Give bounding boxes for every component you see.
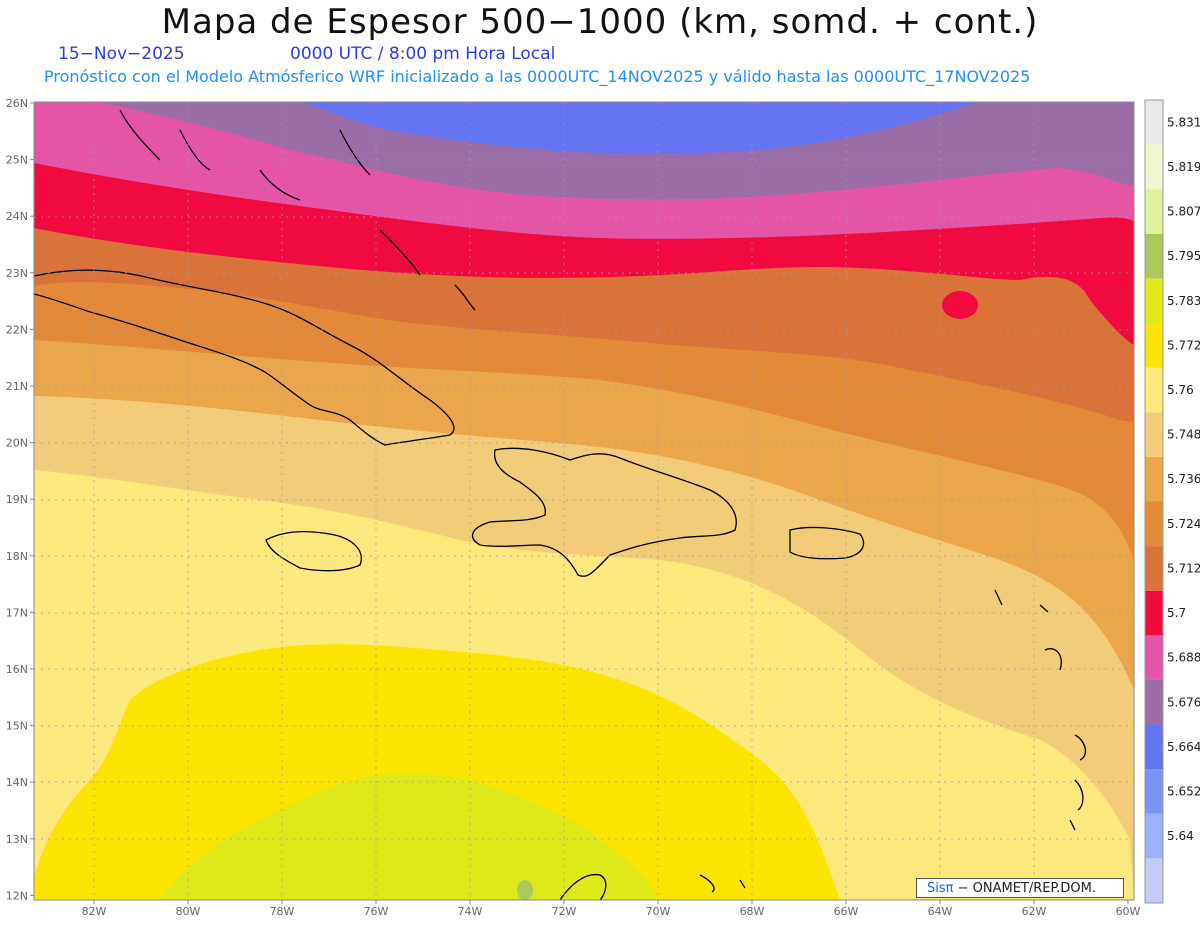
map-title: Mapa de Espesor 500−1000 (km, somd. + co… [161, 2, 1039, 42]
colorbar-level-label: 5.7 [1167, 606, 1186, 620]
lat-tick-label: 20N [6, 437, 28, 450]
credit-text: − ONAMET/REP.DOM. [953, 881, 1097, 896]
jamaica-coast [265, 531, 362, 572]
colorbar-swatch [1145, 100, 1163, 145]
colorbar-level-label: 5.783 [1167, 294, 1200, 308]
lon-tick-label: 78W [270, 905, 295, 918]
colorbar-swatch [1145, 769, 1163, 814]
colorbar-level-label: 5.831 [1167, 115, 1200, 129]
lon-tick-label: 64W [928, 905, 953, 918]
colorbar-swatch [1145, 323, 1163, 368]
colorbar-swatch [1145, 144, 1163, 190]
colorbar-level-label: 5.807 [1167, 205, 1200, 219]
colorbar-swatch [1145, 278, 1163, 324]
lesser-antilles-coast [994, 589, 1087, 831]
colorbar-level-label: 5.795 [1167, 249, 1200, 263]
colorbar-level-label: 5.772 [1167, 338, 1200, 352]
band-pink-patch [942, 291, 978, 319]
colorbar-swatch [1145, 546, 1163, 591]
lon-tick-label: 60W [1116, 905, 1141, 918]
puerto-rico-coast [789, 526, 865, 560]
colorbar-level-label: 5.652 [1167, 784, 1200, 798]
lat-tick-label: 15N [6, 720, 28, 733]
colorbar-swatch [1145, 635, 1163, 680]
latitude-axis: 26N 25N 24N 23N 22N 21N 20N 19N 18N 17N 16N 15N 14N 1… [6, 97, 34, 902]
colorbar-swatch [1145, 813, 1163, 859]
colorbar-level-label: 5.819 [1167, 160, 1200, 174]
colorbar-swatch [1145, 233, 1163, 279]
lat-tick-label: 24N [6, 210, 28, 223]
lat-tick-label: 16N [6, 663, 28, 676]
colorbar-swatch [1145, 501, 1163, 547]
lon-tick-label: 62W [1022, 905, 1047, 918]
lat-tick-label: 25N [6, 154, 28, 167]
lon-tick-label: 80W [176, 905, 201, 918]
lat-tick-label: 21N [6, 380, 28, 393]
colorbar-level-label: 5.688 [1167, 651, 1200, 665]
time-label: 0000 UTC / 8:00 pm Hora Local [290, 44, 556, 64]
lat-tick-label: 23N [6, 267, 28, 280]
colorbar-swatch [1145, 724, 1163, 770]
lat-tick-label: 22N [6, 323, 28, 336]
coastlines [34, 109, 1087, 900]
lon-tick-label: 68W [740, 905, 765, 918]
lon-tick-label: 66W [834, 905, 859, 918]
colorbar-swatch [1145, 456, 1163, 502]
cuba-coast [34, 269, 455, 446]
colorbar-swatch [1145, 189, 1163, 234]
contour-fill-layer [34, 102, 1134, 900]
colorbar-frame [1144, 99, 1164, 904]
lat-tick-label: 17N [6, 606, 28, 619]
lat-tick-label: 19N [6, 493, 28, 506]
colorbar-level-label: 5.64 [1167, 829, 1194, 843]
colorbar-swatch [1145, 412, 1163, 457]
colorbar-level-label: 5.664 [1167, 740, 1200, 754]
forecast-note: Pronóstico con el Modelo Atmósferico WRF… [44, 67, 1031, 86]
colorbar-level-label: 5.676 [1167, 695, 1200, 709]
south-america-coast [559, 873, 746, 900]
longitude-axis: 82W 80W 78W 76W 74W 72W 70W 68W 66W 64W 62W 60W [82, 900, 1141, 918]
band-lime [160, 773, 660, 900]
colorbar-swatch [1145, 590, 1163, 636]
lon-tick-label: 70W [646, 905, 671, 918]
lon-tick-label: 72W [552, 905, 577, 918]
credit-box: Sisπ − ONAMET/REP.DOM. [916, 878, 1124, 898]
colorbar-level-label: 5.748 [1167, 428, 1200, 442]
lat-tick-label: 12N [6, 889, 28, 902]
colorbar-level-label: 5.724 [1167, 517, 1200, 531]
date-label: 15−Nov−2025 [58, 44, 185, 64]
lon-tick-label: 82W [82, 905, 107, 918]
colorbar-swatch [1145, 367, 1163, 413]
band-green-patch [517, 880, 533, 900]
colorbar-swatch [1145, 679, 1163, 725]
hispaniola-coast [471, 447, 737, 577]
bahamas-coast [119, 109, 476, 311]
brand-label: Sisπ [927, 881, 954, 896]
lat-tick-label: 13N [6, 833, 28, 846]
colorbar-swatch [1145, 858, 1163, 903]
map-frame [33, 101, 1135, 901]
lon-tick-label: 76W [364, 905, 389, 918]
lat-tick-label: 14N [6, 776, 28, 789]
colorbar-level-label: 5.736 [1167, 472, 1200, 486]
lon-tick-label: 74W [458, 905, 483, 918]
lat-tick-label: 18N [6, 550, 28, 563]
graticule [34, 102, 1134, 900]
lat-tick-label: 26N [6, 97, 28, 110]
colorbar-level-label: 5.76 [1167, 383, 1194, 397]
colorbar: 5.64 5.652 5.664 5.676 5.688 5.7 5.712 5.724 5.7… [1144, 99, 1200, 904]
colorbar-level-label: 5.712 [1167, 561, 1200, 575]
